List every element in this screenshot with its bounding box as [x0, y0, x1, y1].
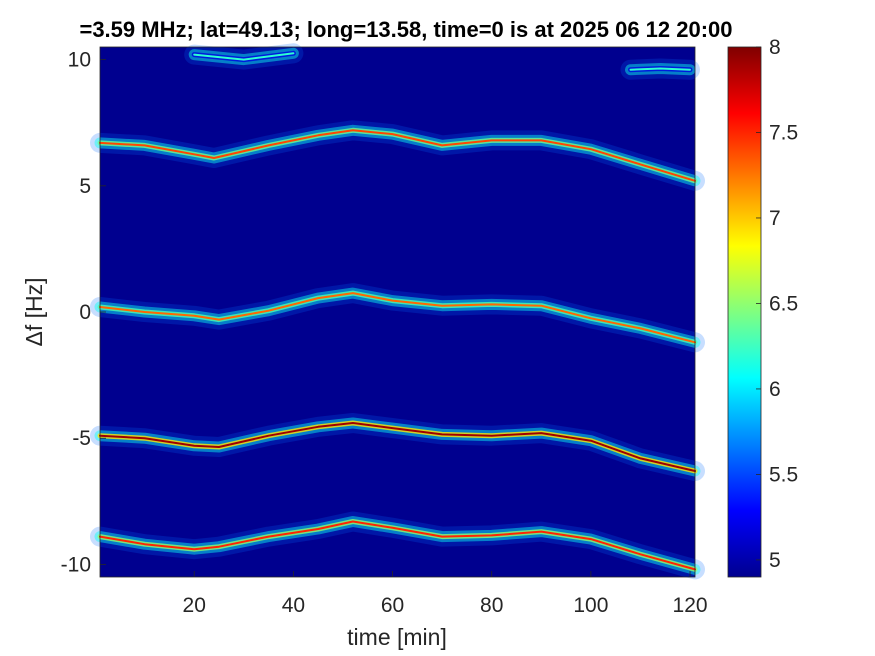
x-axis-label: time [min]: [347, 624, 447, 650]
heatmap-trace-5: [620, 58, 700, 80]
chart-title: =3.59 MHz; lat=49.13; long=13.58, time=0…: [79, 17, 732, 42]
x-tick-label: 100: [573, 594, 608, 617]
colorbar-tick-label: 8: [769, 36, 781, 59]
x-axis-ticks: 20 40 60 80 100 120: [183, 571, 708, 617]
x-tick-label: 20: [183, 594, 206, 617]
colorbar-tick-label: 5: [769, 549, 781, 572]
heatmap-trace-3-layer-3: [99, 520, 696, 571]
x-tick-label: 80: [480, 594, 503, 617]
heatmap-trace-0: [90, 120, 705, 191]
heatmap-trace-1-layer-3: [99, 292, 696, 344]
heatmap-trace-2-layer-3: [99, 422, 696, 472]
colorbar-tick-label: 7: [769, 207, 781, 230]
y-axis-ticks: 10 5 0 -5 -10: [61, 49, 106, 576]
y-axis-label: Δf [Hz]: [21, 277, 47, 346]
colorbar-tick-label: 6: [769, 378, 781, 401]
heatmap-trace-4-layer-3: [193, 52, 295, 61]
plot-area: [90, 43, 705, 580]
heatmap-trace-1: [90, 283, 705, 353]
heatmap-trace-5-layer-3: [629, 67, 691, 71]
x-tick-label: 120: [673, 594, 708, 617]
y-tick-label: 10: [68, 49, 91, 72]
heatmap-trace-3: [90, 511, 705, 580]
heatmap-trace-4: [184, 43, 304, 70]
colorbar-ticks: 5 5.5 6 6.5 7 7.5 8: [756, 36, 798, 572]
y-tick-label: -10: [61, 553, 91, 576]
x-tick-label: 60: [381, 594, 404, 617]
heatmap-trace-2: [90, 413, 705, 481]
y-tick-label: 5: [79, 175, 91, 198]
colorbar-tick-label: 7.5: [769, 121, 798, 144]
x-tick-label: 40: [282, 594, 305, 617]
y-tick-label: -5: [72, 427, 91, 450]
colorbar-tick-label: 6.5: [769, 292, 798, 315]
colorbar-tick-label: 5.5: [769, 463, 798, 486]
y-tick-label: 0: [79, 301, 91, 324]
colorbar: [727, 46, 762, 578]
heatmap-trace-0-layer-3: [99, 129, 696, 182]
heatmap-traces: [90, 43, 705, 580]
